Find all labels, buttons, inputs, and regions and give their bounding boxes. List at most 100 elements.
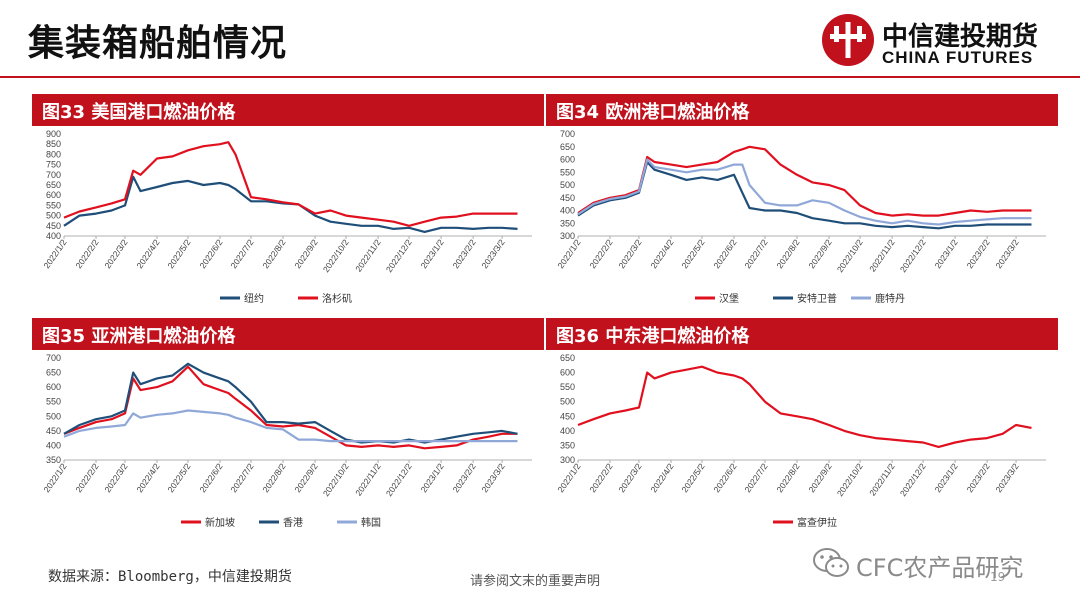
chart-title: 图36 中东港口燃油价格 [556, 326, 750, 347]
x-tick-label: 2023/2/2 [965, 461, 992, 494]
x-tick-label: 2022/5/2 [679, 237, 706, 270]
y-tick-label: 350 [560, 440, 575, 450]
x-tick-label: 2023/3/2 [480, 237, 507, 270]
x-tick-label: 2023/1/2 [933, 237, 960, 270]
y-tick-label: 500 [560, 180, 575, 190]
legend-label: 新加坡 [205, 516, 235, 529]
x-tick-label: 2022/9/2 [293, 461, 320, 494]
x-tick-label: 2023/3/2 [994, 461, 1021, 494]
y-tick-label: 800 [46, 149, 61, 159]
chart-panel-europe: 图34 欧洲港口燃油价格 300 350 400 450 500 550 600 650 700… [546, 94, 1058, 312]
x-tick-label: 2022/11/2 [353, 237, 383, 273]
chart-panel-us: 图33 美国港口燃油价格 400 450 500 550 600 650 700 750 800… [32, 94, 544, 312]
x-tick-label: 2022/4/2 [648, 461, 675, 494]
legend-label: 韩国 [361, 516, 381, 529]
x-tick-label: 2022/10/2 [835, 461, 865, 498]
y-tick-label: 500 [560, 397, 575, 407]
y-tick-label: 900 [46, 129, 61, 139]
y-tick-label: 600 [560, 155, 575, 165]
y-tick-label: 650 [560, 142, 575, 152]
x-tick-label: 2023/2/2 [451, 461, 478, 494]
y-tick-label: 450 [560, 193, 575, 203]
y-tick-label: 700 [46, 353, 61, 363]
x-tick-label: 2022/8/2 [774, 461, 801, 494]
x-tick-label: 2022/2/2 [587, 461, 614, 494]
x-tick-label: 2022/7/2 [742, 237, 769, 270]
y-tick-label: 450 [46, 426, 61, 436]
y-tick-label: 500 [46, 411, 61, 421]
watermark-text: CFC农产品研究 [856, 554, 1024, 582]
x-tick-label: 2022/10/2 [835, 237, 865, 274]
x-tick-label: 2022/6/2 [711, 237, 738, 270]
header-divider [0, 76, 1080, 78]
x-tick-label: 2022/1/2 [555, 237, 582, 270]
y-tick-label: 600 [46, 190, 61, 200]
y-tick-label: 300 [560, 231, 575, 241]
series-line [63, 365, 518, 450]
data-source: 数据来源：Bloomberg，中信建投期货 [48, 569, 292, 585]
x-tick-label: 2022/11/2 [867, 237, 897, 273]
chart-header: 图35 亚洲港口燃油价格 [32, 318, 544, 350]
x-tick-label: 2022/8/2 [260, 461, 287, 494]
page-title: 集装箱船舶情况 [28, 23, 288, 64]
x-tick-label: 2023/2/2 [451, 237, 478, 270]
x-tick-label: 2022/5/2 [165, 237, 192, 270]
y-tick-label: 650 [46, 368, 61, 378]
company-logo: 中信建投期货 CHINA FUTURES [820, 12, 1070, 70]
series-line [577, 365, 1032, 449]
legend-label: 香港 [283, 517, 303, 529]
y-tick-label: 450 [46, 221, 61, 231]
x-tick-label: 2022/8/2 [260, 237, 287, 270]
x-tick-label: 2022/1/2 [555, 461, 582, 494]
legend-label: 鹿特丹 [875, 292, 905, 305]
x-tick-label: 2023/3/2 [994, 237, 1021, 270]
y-tick-label: 600 [560, 368, 575, 378]
x-tick-label: 2022/9/2 [807, 461, 834, 494]
x-tick-label: 2022/7/2 [228, 237, 255, 270]
series-line [63, 409, 518, 443]
x-tick-label: 2022/6/2 [711, 461, 738, 494]
y-tick-label: 400 [46, 231, 61, 241]
logo-text-en: CHINA FUTURES [882, 48, 1034, 67]
chart-title: 图35 亚洲港口燃油价格 [42, 326, 236, 347]
x-tick-label: 2022/6/2 [197, 237, 224, 270]
x-tick-label: 2022/10/2 [321, 237, 351, 274]
x-tick-label: 2022/12/2 [898, 237, 928, 274]
x-tick-label: 2022/4/2 [648, 237, 675, 270]
y-tick-label: 400 [560, 206, 575, 216]
x-tick-label: 2023/1/2 [419, 237, 446, 270]
x-tick-label: 2022/3/2 [102, 461, 129, 494]
page-number: 19 [990, 570, 1006, 584]
x-tick-label: 2023/2/2 [965, 237, 992, 270]
series-line [63, 175, 518, 234]
series-line [577, 145, 1032, 217]
y-tick-label: 700 [560, 129, 575, 139]
x-tick-label: 2022/6/2 [197, 461, 224, 494]
y-tick-label: 550 [46, 397, 61, 407]
watermark: CFC农产品研究 [812, 544, 1062, 584]
logo-text-cn: 中信建投期货 [882, 22, 1039, 52]
legend-label: 纽约 [244, 292, 264, 305]
x-tick-label: 2022/10/2 [321, 461, 351, 498]
x-tick-label: 2023/3/2 [480, 461, 507, 494]
y-tick-label: 350 [46, 455, 61, 465]
chart-title: 图34 欧洲港口燃油价格 [556, 102, 750, 123]
citic-logo-icon [822, 14, 874, 66]
y-tick-label: 400 [46, 440, 61, 450]
x-tick-label: 2022/3/2 [616, 461, 643, 494]
disclaimer-note: 请参阅文末的重要声明 [470, 574, 601, 589]
x-tick-label: 2022/11/2 [867, 461, 897, 497]
x-tick-label: 2022/8/2 [774, 237, 801, 270]
series-line [577, 158, 1032, 226]
y-tick-label: 450 [560, 411, 575, 421]
x-tick-label: 2022/9/2 [293, 237, 320, 270]
y-tick-label: 750 [46, 160, 61, 170]
x-tick-label: 2022/5/2 [679, 461, 706, 494]
x-tick-label: 2022/1/2 [41, 461, 68, 494]
line-chart: 350 400 450 500 550 600 650 700 2022/1/2 2022/2/2… [41, 353, 532, 529]
y-tick-label: 550 [46, 200, 61, 210]
y-tick-label: 550 [560, 382, 575, 392]
chart-header: 图36 中东港口燃油价格 [546, 318, 1058, 350]
chart-title: 图33 美国港口燃油价格 [42, 102, 236, 123]
